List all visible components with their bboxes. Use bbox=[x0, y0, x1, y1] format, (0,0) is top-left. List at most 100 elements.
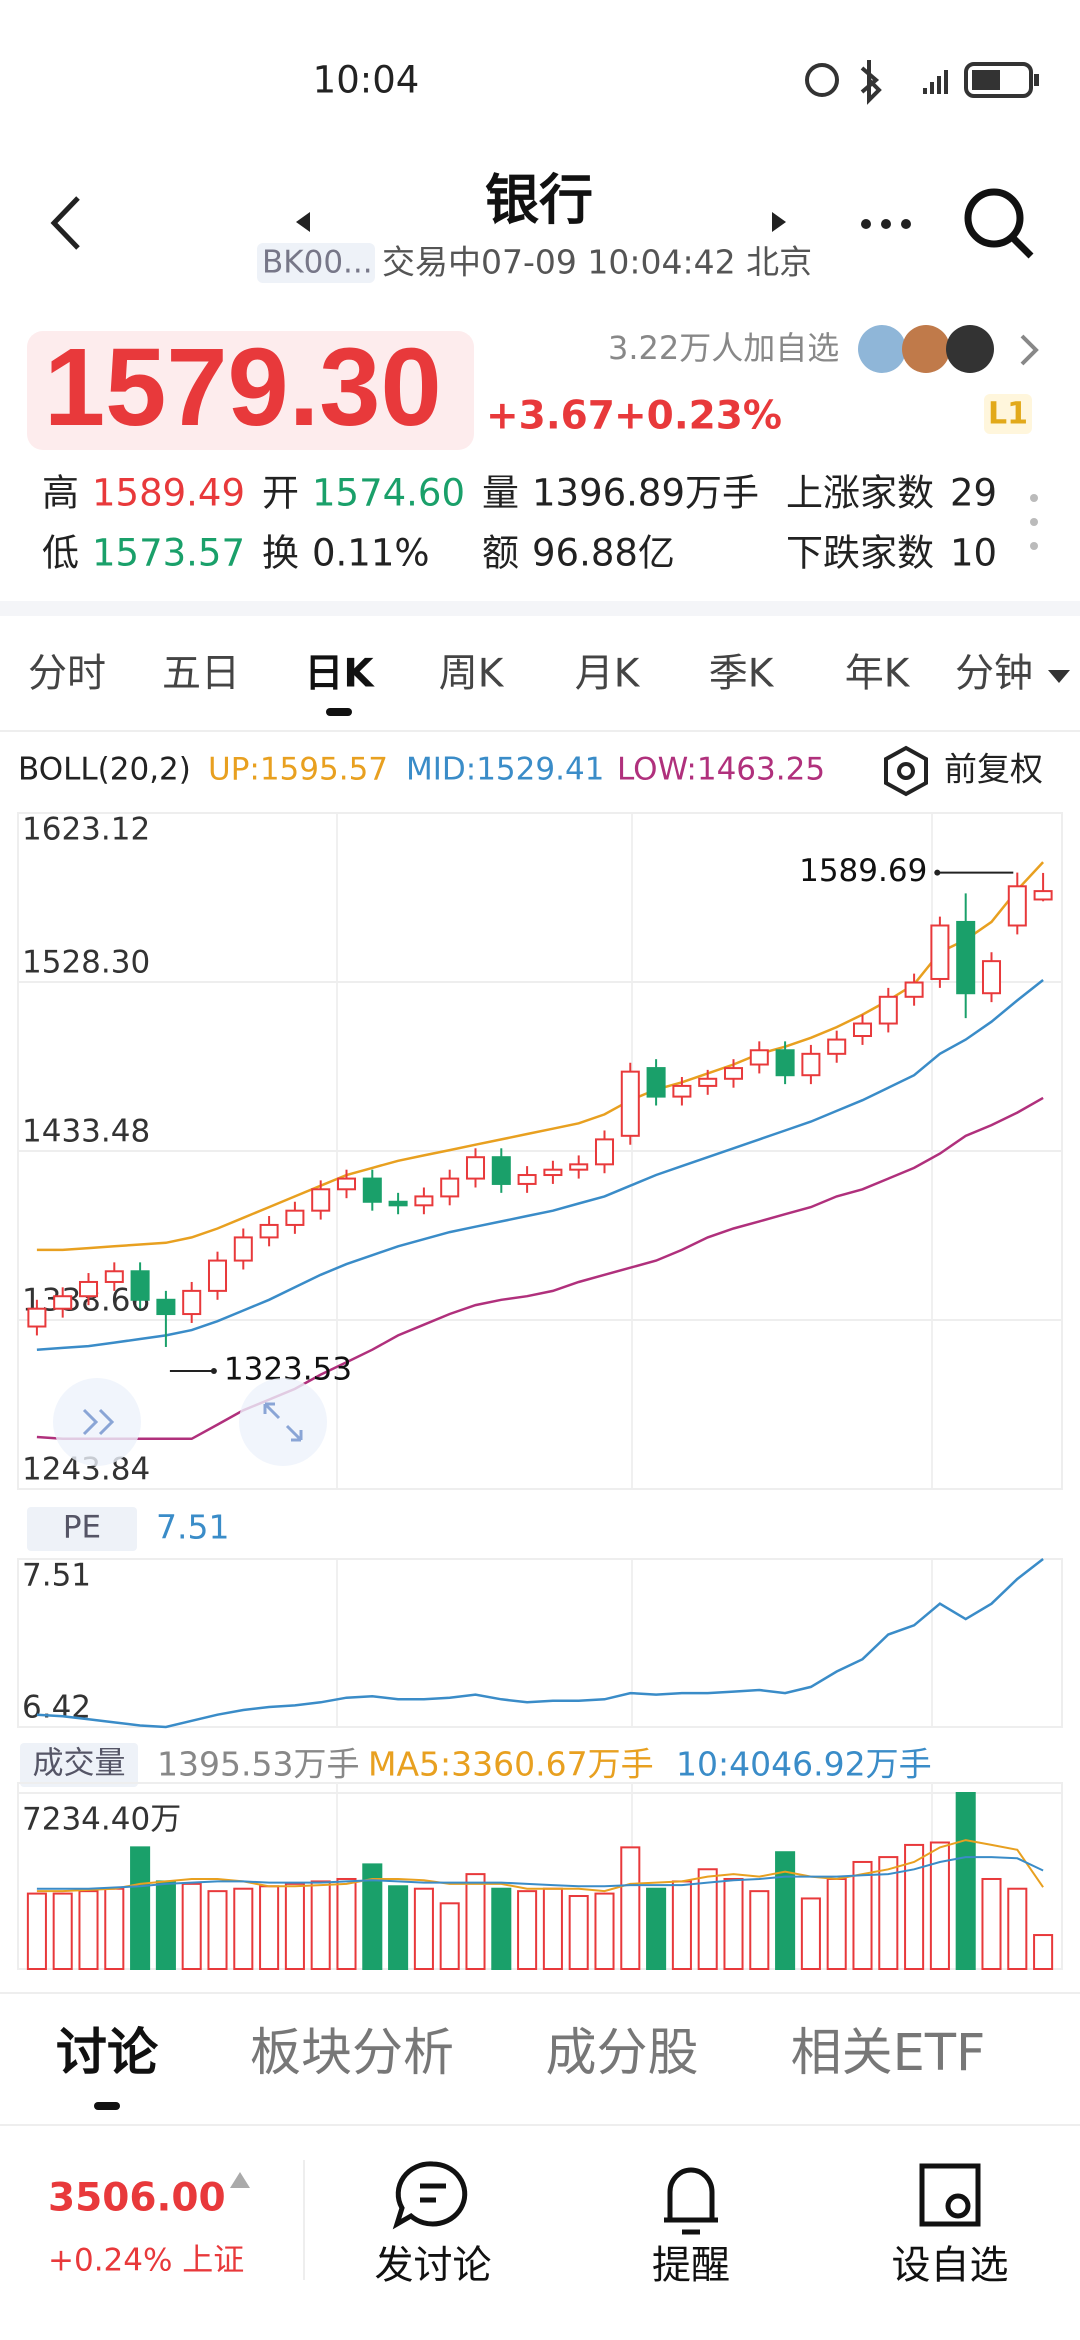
stat-label: 上涨家数 bbox=[786, 472, 934, 515]
candle-body bbox=[672, 1084, 692, 1098]
tab[interactable]: 月K bbox=[575, 652, 641, 697]
candle-body bbox=[775, 1049, 795, 1077]
ma-line bbox=[36, 1839, 1044, 1893]
tab[interactable]: 分钟 bbox=[955, 652, 1033, 697]
volume-bar bbox=[671, 1880, 692, 1971]
boll-mid: MID:1529.41 bbox=[406, 752, 604, 788]
more-button[interactable] bbox=[861, 219, 911, 229]
pe-chip bbox=[27, 1507, 137, 1551]
candle-body bbox=[543, 1168, 563, 1177]
y-tick-label: 6.42 bbox=[22, 1690, 91, 1726]
next-arrow[interactable] bbox=[772, 212, 786, 232]
watch-icon[interactable] bbox=[919, 2163, 981, 2227]
volume-bar bbox=[155, 1880, 176, 1971]
volume-bar bbox=[310, 1880, 331, 1971]
tab[interactable]: 季K bbox=[709, 652, 775, 697]
divider bbox=[0, 1992, 1080, 1994]
pe-line bbox=[36, 1558, 1044, 1729]
pe-current: 7.51 bbox=[156, 1508, 229, 1547]
candle-body bbox=[78, 1280, 99, 1298]
candle-body bbox=[233, 1236, 253, 1262]
volume-bar bbox=[646, 1887, 667, 1971]
volume-bar bbox=[620, 1846, 641, 1971]
candle-body bbox=[362, 1177, 382, 1203]
volume-bar bbox=[775, 1851, 796, 1971]
adjust-icon[interactable] bbox=[884, 745, 928, 797]
tab[interactable]: 年K bbox=[845, 652, 911, 697]
tab-indicator bbox=[326, 708, 352, 716]
candle-body bbox=[414, 1195, 434, 1207]
volume-bar bbox=[181, 1882, 202, 1971]
stat-value: 10 bbox=[950, 532, 997, 575]
candle-body bbox=[569, 1163, 589, 1171]
candle-body bbox=[182, 1289, 202, 1316]
stat-label: 换 bbox=[262, 532, 299, 575]
stat-value: 1574.60 bbox=[312, 472, 465, 515]
volume-bar bbox=[465, 1873, 486, 1971]
candle-body bbox=[259, 1223, 279, 1239]
back-button[interactable] bbox=[50, 196, 80, 250]
search-button[interactable] bbox=[964, 188, 1034, 259]
ma10-label: 10:4046.92万手 bbox=[676, 1745, 932, 1784]
dropdown-icon[interactable] bbox=[1048, 670, 1070, 683]
tab[interactable]: 五日 bbox=[162, 652, 240, 697]
max-dot bbox=[934, 869, 941, 876]
stat-value: 1589.49 bbox=[92, 472, 245, 515]
action-label[interactable]: 设自选 bbox=[891, 2244, 1008, 2289]
zoom-button[interactable] bbox=[239, 1378, 327, 1466]
index-change: +0.24% 上证 bbox=[48, 2243, 244, 2279]
volume-bar bbox=[697, 1868, 718, 1971]
stat-value: 1573.57 bbox=[92, 532, 245, 575]
candle-body bbox=[388, 1200, 408, 1207]
bottom-tab[interactable]: 相关ETF bbox=[791, 2024, 986, 2083]
code-chip bbox=[257, 243, 375, 283]
y-tick-label: 7.51 bbox=[22, 1558, 91, 1594]
y-tick-label: 1433.48 bbox=[22, 1114, 150, 1150]
volume-bar bbox=[491, 1887, 512, 1971]
bottom-tab[interactable]: 板块分析 bbox=[250, 2024, 454, 2083]
stats-more[interactable] bbox=[1030, 494, 1038, 550]
discuss-icon[interactable] bbox=[392, 2161, 468, 2230]
level-badge bbox=[984, 394, 1032, 434]
volume-bar bbox=[1033, 1934, 1054, 1970]
code: BK00... bbox=[262, 245, 373, 281]
candle-body bbox=[827, 1038, 847, 1055]
action-label[interactable]: 发讨论 bbox=[374, 2244, 491, 2289]
tab[interactable]: 日K bbox=[304, 652, 375, 697]
candle-body bbox=[104, 1270, 124, 1283]
volume-bar bbox=[207, 1890, 228, 1971]
bottom-tab[interactable]: 讨论 bbox=[56, 2024, 159, 2083]
bell-icon[interactable] bbox=[664, 2167, 718, 2235]
divider bbox=[303, 2160, 305, 2280]
change: +3.67 bbox=[486, 394, 615, 439]
tab[interactable]: 周K bbox=[439, 652, 505, 697]
followers-arrow[interactable] bbox=[1020, 334, 1039, 366]
change-pct: +0.23% bbox=[614, 394, 782, 439]
volume-bar bbox=[388, 1885, 409, 1970]
candle-body bbox=[749, 1049, 769, 1066]
adjust[interactable]: 前复权 bbox=[944, 750, 1043, 789]
volume-bar bbox=[78, 1890, 99, 1971]
avatars bbox=[858, 325, 994, 373]
candle-body bbox=[698, 1077, 718, 1087]
candle-body bbox=[491, 1156, 511, 1185]
bottom-tab[interactable]: 成分股 bbox=[545, 2024, 698, 2083]
expand-icon bbox=[82, 1408, 115, 1436]
volume-bar bbox=[852, 1860, 873, 1971]
volume-bar bbox=[413, 1887, 434, 1971]
zoom-icon bbox=[263, 1402, 303, 1442]
stat-label: 量 bbox=[482, 472, 519, 515]
level: L1 bbox=[988, 397, 1028, 432]
prev-arrow[interactable] bbox=[296, 212, 310, 232]
volume-current: 1395.53万手 bbox=[157, 1745, 359, 1784]
boll-line bbox=[36, 1096, 1044, 1441]
divider bbox=[0, 730, 1080, 732]
volume-bar bbox=[439, 1902, 460, 1971]
action-label[interactable]: 提醒 bbox=[652, 2244, 730, 2289]
tab[interactable]: 分时 bbox=[28, 652, 106, 697]
stat-label: 低 bbox=[42, 532, 79, 575]
boll-up: UP:1595.57 bbox=[208, 752, 388, 788]
ma-line bbox=[36, 1856, 1044, 1890]
volume-bar bbox=[1007, 1887, 1028, 1971]
